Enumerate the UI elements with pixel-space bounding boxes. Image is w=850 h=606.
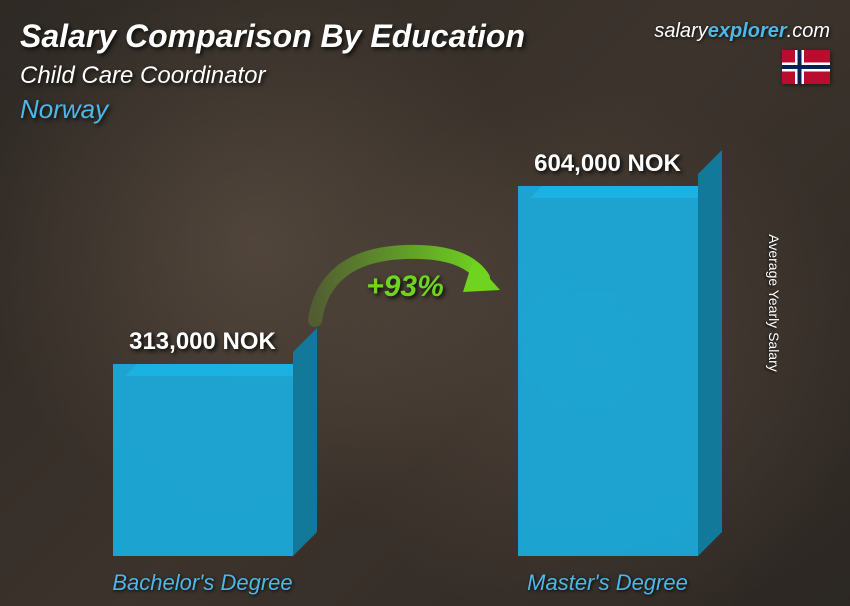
bar-3d-shape [518,186,698,556]
brand-prefix: salary [654,20,707,42]
bar-value-label: 604,000 NOK [534,150,681,178]
country-label: Norway [20,94,108,125]
x-label-bachelors: Bachelor's Degree [93,570,313,596]
brand-suffix: .com [787,20,830,42]
brand-highlight: explorer [708,20,787,42]
bar-masters: 604,000 NOK [498,150,718,556]
norway-flag-icon [782,50,830,84]
bar-value-label: 313,000 NOK [129,328,276,356]
bar-front-face [518,186,698,556]
x-label-masters: Master's Degree [498,570,718,596]
bar-side-face [293,328,317,556]
bar-chart: +93% 313,000 NOK 604,000 NOK [0,130,810,606]
infographic-content: Salary Comparison By Education Child Car… [0,0,850,606]
x-axis-labels: Bachelor's Degree Master's Degree [0,570,810,596]
brand-logo: salaryexplorer.com [654,20,830,43]
job-subtitle: Child Care Coordinator [20,62,265,90]
bar-side-face [698,150,722,556]
bar-3d-shape [113,364,293,556]
bars-container: 313,000 NOK 604,000 NOK [0,176,810,556]
page-title: Salary Comparison By Education [20,18,525,55]
bar-bachelors: 313,000 NOK [93,328,313,556]
bar-front-face [113,364,293,556]
